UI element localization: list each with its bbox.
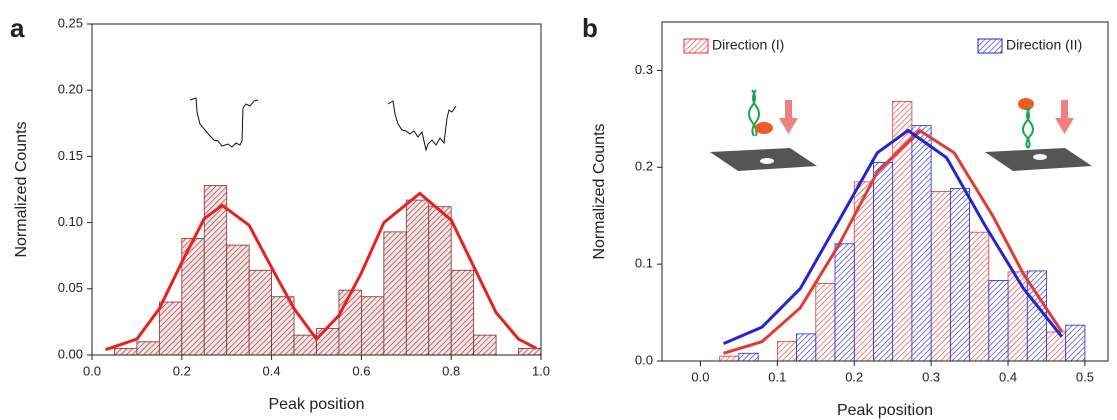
legend-label: Direction (II) <box>1006 37 1082 53</box>
y-tick-label: 0.2 <box>635 159 653 174</box>
legend-swatch <box>683 38 709 54</box>
histogram-bar <box>428 206 452 356</box>
fit-curve <box>723 128 1064 355</box>
histogram-bar <box>719 355 740 362</box>
panel-label: a <box>10 13 25 43</box>
x-tick-label: 0.1 <box>768 369 786 384</box>
x-tick-label: 0.4 <box>999 369 1017 384</box>
histogram-bar <box>518 347 542 356</box>
y-tick-label: 0.1 <box>635 256 653 271</box>
histogram-bar <box>776 341 797 362</box>
x-tick-label: 0.2 <box>845 369 863 384</box>
histogram-bar <box>248 269 272 356</box>
y-tick-label: 0.15 <box>58 148 83 163</box>
histogram-bar <box>834 243 855 362</box>
histogram-bar <box>1065 324 1086 362</box>
legend-label: Direction (I) <box>712 37 784 53</box>
x-tick-label: 0.4 <box>263 363 281 378</box>
histogram-bar <box>1046 331 1067 362</box>
histogram-bar <box>1007 271 1028 362</box>
inset-schematic-right <box>985 98 1092 171</box>
histogram-bar <box>988 280 1009 362</box>
y-axis-label: Normalized Counts <box>13 121 30 257</box>
y-tick-label: 0.05 <box>58 280 83 295</box>
x-tick-label: 0.2 <box>173 363 191 378</box>
fit-curve <box>722 128 1064 345</box>
panel-label: b <box>582 13 598 43</box>
y-tick-label: 0.00 <box>58 346 83 361</box>
x-tick-label: 0.5 <box>1076 369 1094 384</box>
histogram-bar <box>405 199 430 356</box>
histogram-bar <box>114 347 138 356</box>
histogram-bar <box>911 125 932 362</box>
histogram-bar <box>930 191 951 362</box>
histogram-bar <box>316 328 340 356</box>
histogram-bar <box>383 231 407 356</box>
histogram-bar <box>796 333 817 362</box>
plot-frame <box>661 21 1109 362</box>
y-tick-label: 0.25 <box>58 15 83 30</box>
x-tick-label: 0.3 <box>922 369 940 384</box>
histogram-bar <box>969 231 990 362</box>
x-tick-label: 0.0 <box>83 363 101 378</box>
histogram-bar <box>738 352 759 362</box>
histogram-bar <box>949 188 970 362</box>
x-tick-label: 0.6 <box>352 363 370 378</box>
histogram-bar <box>473 334 497 356</box>
plot-frame <box>91 23 542 356</box>
histogram-bar <box>293 334 317 356</box>
histogram-bar <box>226 244 250 356</box>
y-tick-label: 0.3 <box>635 62 653 77</box>
x-tick-label: 0.0 <box>691 369 709 384</box>
y-axis-label: Normalized Counts <box>591 123 608 259</box>
y-tick-label: 0.10 <box>58 214 83 229</box>
histogram-bar <box>360 296 385 356</box>
legend-swatch <box>977 38 1003 54</box>
histogram-bar <box>338 289 362 356</box>
x-tick-label: 1.0 <box>532 363 550 378</box>
inset-schematic-left <box>710 89 817 171</box>
histogram-bar <box>136 341 160 356</box>
fit-curve <box>105 191 538 352</box>
histogram-bar <box>873 162 894 362</box>
x-tick-label: 0.8 <box>442 363 460 378</box>
histogram-bar <box>450 269 475 356</box>
y-tick-label: 0.0 <box>635 352 653 367</box>
histogram-bar <box>815 283 836 362</box>
inset-trace <box>189 97 457 152</box>
x-axis-label: Peak position <box>268 396 364 413</box>
x-axis-label: Peak position <box>837 402 933 419</box>
histogram-bar <box>158 301 183 356</box>
y-tick-label: 0.20 <box>58 82 83 97</box>
